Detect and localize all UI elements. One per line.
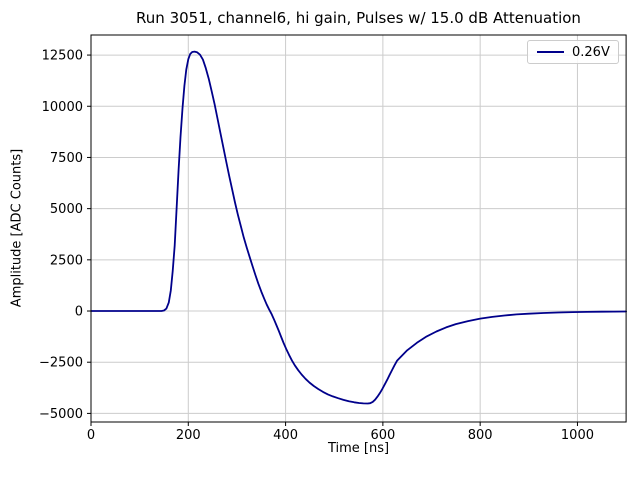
x-tick-label-2: 400 xyxy=(273,428,298,443)
x-tick-label-0: 0 xyxy=(87,428,95,443)
legend-label: 0.26V xyxy=(572,44,610,60)
y-tick-label-2: 0 xyxy=(75,305,83,320)
legend: 0.26V xyxy=(527,40,619,64)
y-tick-label-5: 7500 xyxy=(50,151,83,166)
y-tick-label-7: 12500 xyxy=(42,49,83,64)
y-tick-label-1: −2500 xyxy=(39,356,83,371)
y-tick-label-6: 10000 xyxy=(42,100,83,115)
series-line-0 xyxy=(90,50,627,405)
y-tick-label-0: −5000 xyxy=(39,407,83,422)
chart-title: Run 3051, channel6, hi gain, Pulses w/ 1… xyxy=(136,9,581,27)
legend-line-swatch xyxy=(537,51,564,53)
x-tick-label-1: 200 xyxy=(176,428,201,443)
y-tick-label-3: 2500 xyxy=(50,253,83,268)
x-tick-label-4: 800 xyxy=(468,428,493,443)
y-tick-label-4: 5000 xyxy=(50,202,83,217)
axes-spines xyxy=(90,34,627,423)
x-tick-label-5: 1000 xyxy=(561,428,594,443)
x-tick-label-3: 600 xyxy=(370,428,395,443)
y-axis-label: Amplitude [ADC Counts] xyxy=(9,148,25,308)
x-axis-label: Time [ns] xyxy=(327,441,390,456)
